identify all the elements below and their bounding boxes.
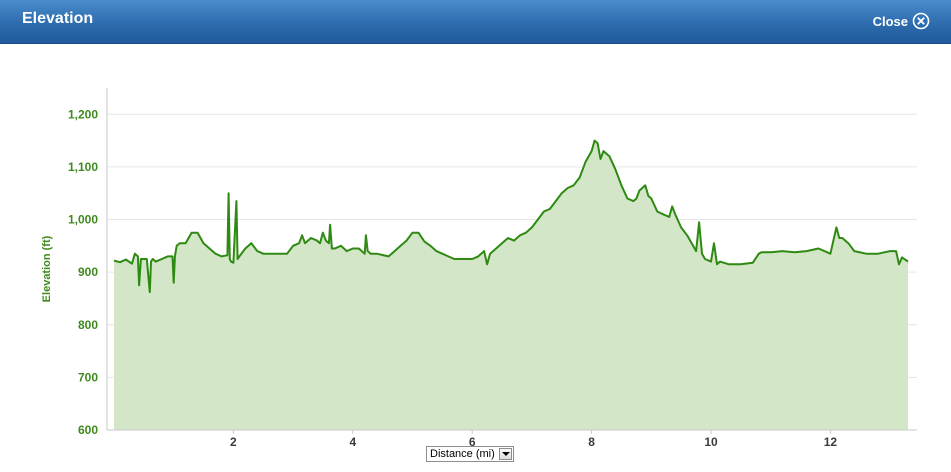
elevation-line [113, 139, 909, 294]
x-axis-selector-value: Distance (mi) [430, 448, 495, 460]
y-tick-labels: 600 700 800 900 1,000 1,100 1,200 [68, 107, 98, 437]
y-axis-label: Elevation (ft) [41, 235, 53, 302]
y-tick-label: 900 [78, 265, 98, 279]
y-tick-label: 1,200 [68, 107, 98, 121]
elevation-area [114, 140, 908, 430]
y-tick-label: 1,000 [68, 213, 98, 227]
y-tick-label: 1,100 [68, 160, 98, 174]
close-label: Close [872, 13, 908, 29]
x-tick-label: 4 [349, 435, 356, 449]
chevron-down-icon[interactable] [499, 448, 512, 460]
y-tick-label: 700 [78, 370, 98, 384]
y-tick-label: 800 [78, 318, 98, 332]
y-tick-label: 600 [78, 423, 98, 437]
x-tick-labels: 2 4 6 8 10 12 [230, 430, 837, 449]
x-tick-label: 2 [230, 435, 237, 449]
window-title: Elevation [22, 10, 94, 27]
x-tick-label: 8 [588, 435, 595, 449]
title-bar: Elevation Close [0, 0, 951, 44]
close-icon [912, 12, 930, 30]
x-tick-label: 12 [824, 435, 838, 449]
close-button[interactable]: Close [873, 11, 930, 31]
x-tick-label: 6 [469, 435, 476, 449]
x-tick-label: 10 [704, 435, 718, 449]
x-axis-selector[interactable]: Distance (mi) [426, 446, 514, 462]
